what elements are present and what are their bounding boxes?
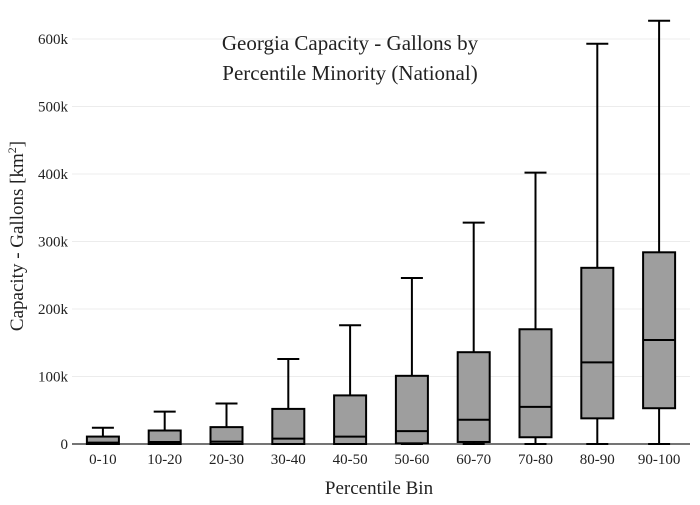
- y-axis-title-close: ]: [7, 141, 28, 147]
- y-axis-title-sup: 2: [5, 147, 19, 153]
- box-group-40-50: [333, 324, 368, 445]
- chart-title-line-2: Percentile Minority (National): [222, 61, 477, 85]
- y-tick-label: 200k: [38, 302, 69, 318]
- y-tick-label: 500k: [38, 100, 69, 116]
- box-group-30-40: [271, 357, 306, 445]
- y-tick-label: 600k: [38, 32, 69, 48]
- y-tick-label: 300k: [38, 235, 69, 251]
- box-iqr: [394, 374, 429, 445]
- x-tick-label: 80-90: [580, 452, 615, 468]
- box-iqr: [456, 351, 491, 443]
- box-group-10-20: [147, 410, 182, 445]
- x-tick-label: 90-100: [638, 452, 681, 468]
- box-group-60-70: [456, 221, 491, 445]
- x-tick-label: 30-40: [271, 452, 306, 468]
- box-iqr: [642, 251, 677, 410]
- x-tick-label: 0-10: [89, 452, 117, 468]
- boxes: [85, 19, 677, 446]
- box-iqr: [209, 426, 244, 445]
- box-iqr: [85, 435, 120, 446]
- x-tick-label: 40-50: [333, 452, 368, 468]
- y-tick-label: 0: [61, 437, 69, 453]
- tick-labels: 0 100k 200k 300k 400k 500k 600k 0-10 10-20 20-30 3…: [38, 32, 680, 468]
- box-group-0-10: [85, 426, 120, 446]
- x-axis-title: Percentile Bin: [325, 478, 434, 499]
- y-tick-label: 100k: [38, 370, 69, 386]
- x-tick-label: 50-60: [394, 452, 429, 468]
- box-iqr: [147, 429, 182, 445]
- y-axis-title: Capacity - Gallons [km2]: [5, 141, 28, 331]
- box-group-50-60: [394, 276, 429, 445]
- box-group-70-80: [518, 171, 553, 445]
- x-tick-label: 20-30: [209, 452, 244, 468]
- x-tick-label: 10-20: [147, 452, 182, 468]
- y-tick-label: 400k: [38, 167, 69, 183]
- x-tick-label: 70-80: [518, 452, 553, 468]
- y-axis-title-main: Capacity - Gallons [km: [7, 153, 28, 331]
- box-iqr: [518, 328, 553, 439]
- box-iqr: [580, 266, 615, 420]
- box-group-20-30: [209, 402, 244, 445]
- box-group-80-90: [580, 42, 615, 445]
- box-group-90-100: [642, 19, 677, 445]
- x-tick-label: 60-70: [456, 452, 491, 468]
- chart-title-line-1: Georgia Capacity - Gallons by: [222, 31, 479, 55]
